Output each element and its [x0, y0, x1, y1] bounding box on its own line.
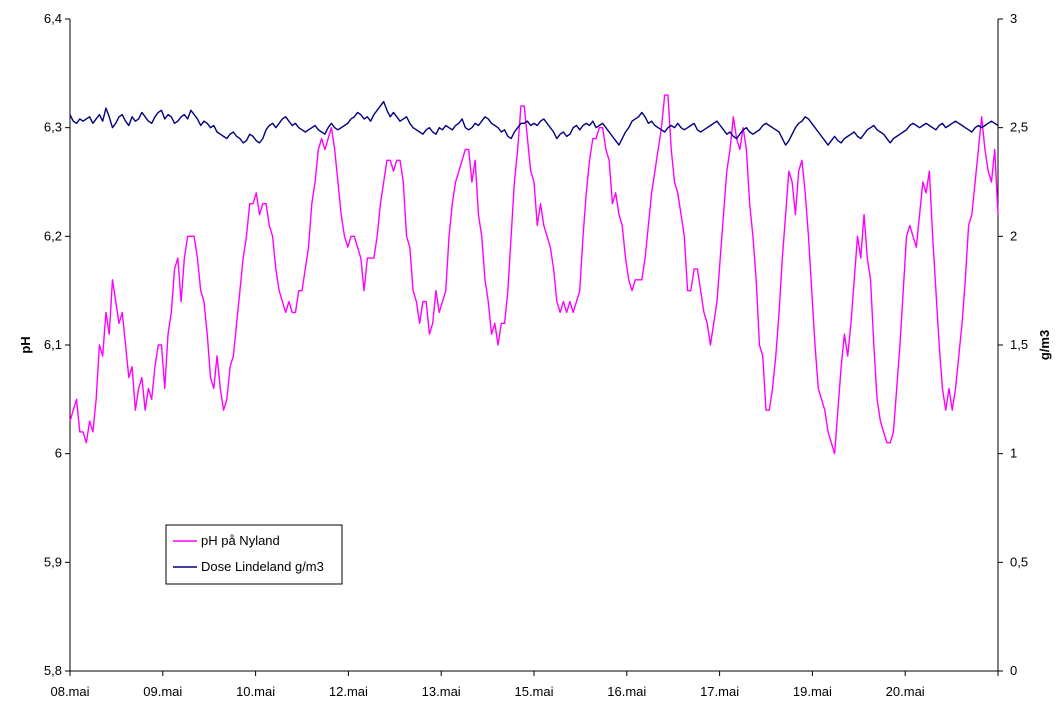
y-tick-label-left: 6,1 — [44, 337, 62, 352]
legend-label-dose: Dose Lindeland g/m3 — [201, 559, 324, 574]
series-line-ph — [69, 94, 999, 455]
legend-label-ph: pH på Nyland — [201, 533, 280, 548]
legend: pH på Nyland Dose Lindeland g/m3 — [165, 524, 343, 585]
y-tick-label-right: 2,5 — [1010, 120, 1028, 135]
y-tick-label-right: 1,5 — [1010, 337, 1028, 352]
y-tick-label-left: 6 — [55, 446, 62, 461]
axes: 5,8 5,9 6 6,1 6,2 6,3 6,4 0 0,5 1 1,5 2 2,5 3 08.mai 09… — [44, 11, 1028, 699]
x-tick-label: 09.mai — [143, 684, 182, 699]
series-line-dose — [69, 100, 999, 146]
x-tick-label: 08.mai — [50, 684, 89, 699]
x-tick-label: 19.mai — [793, 684, 832, 699]
y-tick-label-left: 6,3 — [44, 120, 62, 135]
legend-box — [165, 524, 343, 585]
y-axis-title-left: pH — [18, 336, 33, 353]
y-tick-label-left: 6,4 — [44, 11, 62, 26]
x-tick-label: 16.mai — [607, 684, 646, 699]
plot-area — [69, 94, 999, 455]
y-axis-title-right: g/m3 — [1037, 330, 1052, 360]
x-tick-label: 15.mai — [514, 684, 553, 699]
y-tick-label-right: 0,5 — [1010, 554, 1028, 569]
x-tick-label: 12.mai — [329, 684, 368, 699]
x-tick-label: 20.mai — [886, 684, 925, 699]
y-tick-label-left: 6,2 — [44, 228, 62, 243]
y-tick-label-right: 3 — [1010, 11, 1017, 26]
x-tick-label: 13.mai — [422, 684, 461, 699]
y-tick-label-right: 1 — [1010, 446, 1017, 461]
x-tick-label: 10.mai — [236, 684, 275, 699]
x-tick-label: 17.mai — [700, 684, 739, 699]
y-tick-label-left: 5,8 — [44, 663, 62, 678]
y-tick-label-left: 5,9 — [44, 554, 62, 569]
y-tick-label-right: 2 — [1010, 228, 1017, 243]
y-tick-label-right: 0 — [1010, 663, 1017, 678]
